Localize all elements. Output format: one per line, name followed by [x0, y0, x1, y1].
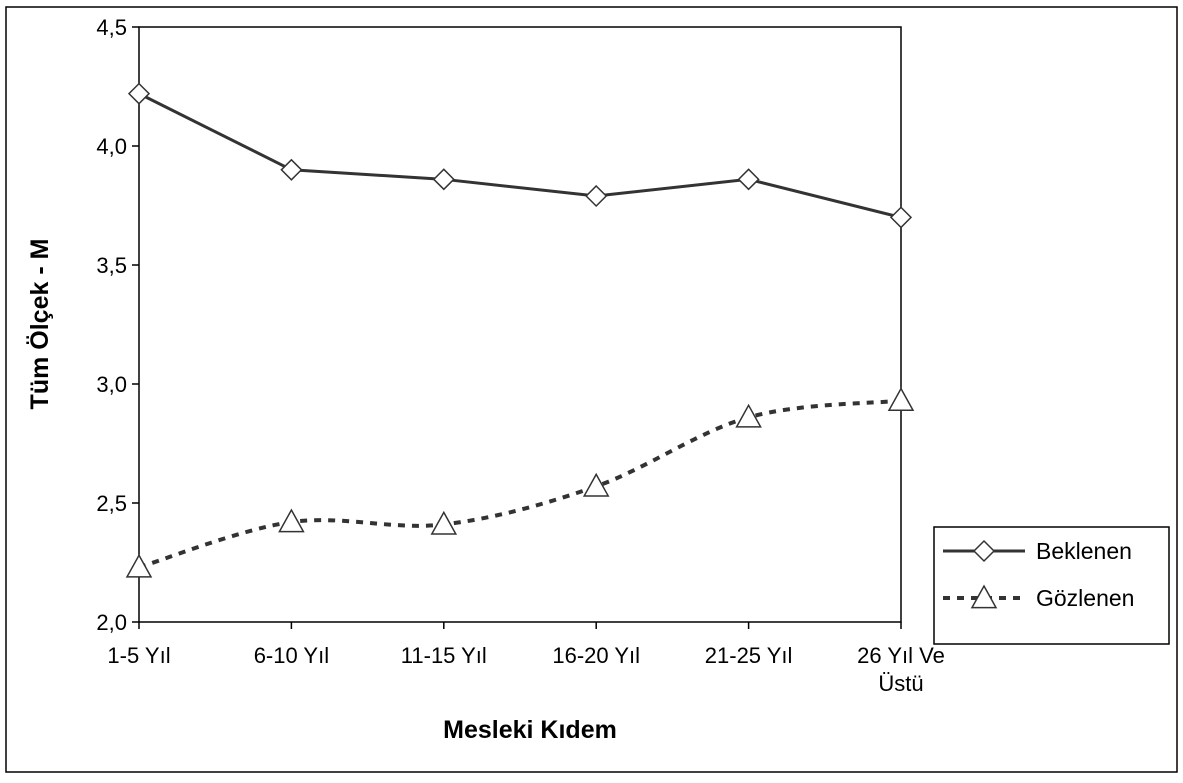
legend-label: Gözlenen: [1036, 585, 1134, 611]
data-point-marker: [582, 472, 610, 497]
x-tick-label: 6-10 Yıl: [254, 643, 329, 668]
y-tick-label: 2,0: [96, 610, 127, 635]
legend: Beklenen Gözlenen: [933, 526, 1170, 645]
x-tick-label-line: Üstü: [878, 671, 923, 696]
data-point-marker: [889, 206, 913, 229]
legend-box: [933, 526, 1170, 645]
x-tick-label-line: 16-20 Yıl: [552, 643, 640, 668]
legend-marker: [970, 584, 998, 609]
series-layer: [125, 82, 915, 578]
x-tick-label-line: 21-25 Yıl: [705, 643, 793, 668]
data-point-marker: [432, 168, 455, 191]
data-point-marker: [280, 158, 303, 181]
data-point-marker: [887, 387, 915, 412]
y-tick-label: 3,0: [96, 372, 127, 397]
y-tick-label: 2,5: [96, 491, 127, 516]
data-point-marker: [127, 82, 151, 105]
data-point-marker: [430, 510, 458, 535]
data-point-marker: [278, 508, 305, 533]
legend-marker: [972, 539, 996, 563]
series-1: [125, 387, 915, 578]
series-0: [127, 82, 913, 229]
x-tick-label-line: 1-5 Yıl: [107, 643, 170, 668]
legend-label: Beklenen: [1036, 538, 1132, 564]
legend-entry: Gözlenen: [943, 584, 1134, 611]
y-axis-title: Tüm Ölçek - M: [25, 239, 54, 410]
data-point-marker: [735, 403, 762, 428]
series-line: [138, 92, 902, 219]
y-tick-label: 4,0: [96, 134, 127, 159]
legend-entry: Beklenen: [943, 538, 1132, 564]
data-point-marker: [737, 168, 760, 191]
x-axis-title: Mesleki Kıdem: [443, 716, 617, 744]
y-tick-label: 3,5: [96, 253, 127, 278]
data-point-marker: [125, 553, 153, 578]
plot-area: [138, 26, 902, 623]
x-tick-label-line: 6-10 Yıl: [254, 643, 329, 668]
series-line: [138, 398, 902, 570]
x-tick-label: 11-15 Yıl: [401, 643, 487, 668]
x-tick-label-line: 11-15 Yıl: [401, 643, 487, 668]
y-tick-label: 4,5: [96, 15, 127, 40]
x-tick-label-line: 26 Yıl Ve: [857, 643, 945, 668]
x-tick-label: 21-25 Yıl: [705, 643, 793, 668]
x-tick-label: 26 Yıl Ve Üstü: [857, 643, 945, 696]
x-tick-label: 16-20 Yıl: [552, 643, 640, 668]
data-point-marker: [585, 184, 608, 208]
x-axis: 1-5 Yıl 6-10 Yıl 11-15 Yıl 16-20 Yıl 21-25 Y…: [107, 622, 945, 696]
x-tick-label: 1-5 Yıl: [107, 643, 170, 668]
y-axis: 2,0 2,5 3,0 3,5 4,0 4,5: [96, 15, 139, 635]
